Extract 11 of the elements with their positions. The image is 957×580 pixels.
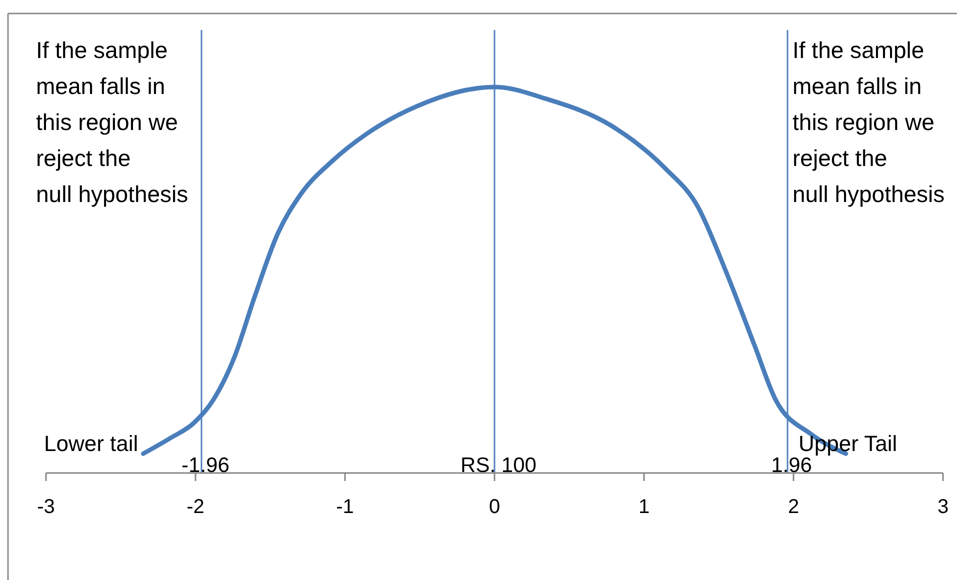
x-tick-label: 0 xyxy=(488,496,500,518)
annotation: If the sample mean falls in this region we reject the null hypothesis xyxy=(792,37,945,207)
x-tick-label: -2 xyxy=(186,496,204,518)
annotation: Lower tail xyxy=(44,431,138,456)
x-tick-label: -1 xyxy=(336,496,354,518)
x-tick-label: 3 xyxy=(937,496,949,518)
x-tick-label: -3 xyxy=(37,496,55,518)
x-tick-label: 2 xyxy=(788,496,800,518)
annotation: If the sample mean falls in this region we reject the null hypothesis xyxy=(36,37,188,207)
x-tick-label: 1 xyxy=(638,496,650,518)
ref-line-label: RS. 100 xyxy=(460,454,536,477)
